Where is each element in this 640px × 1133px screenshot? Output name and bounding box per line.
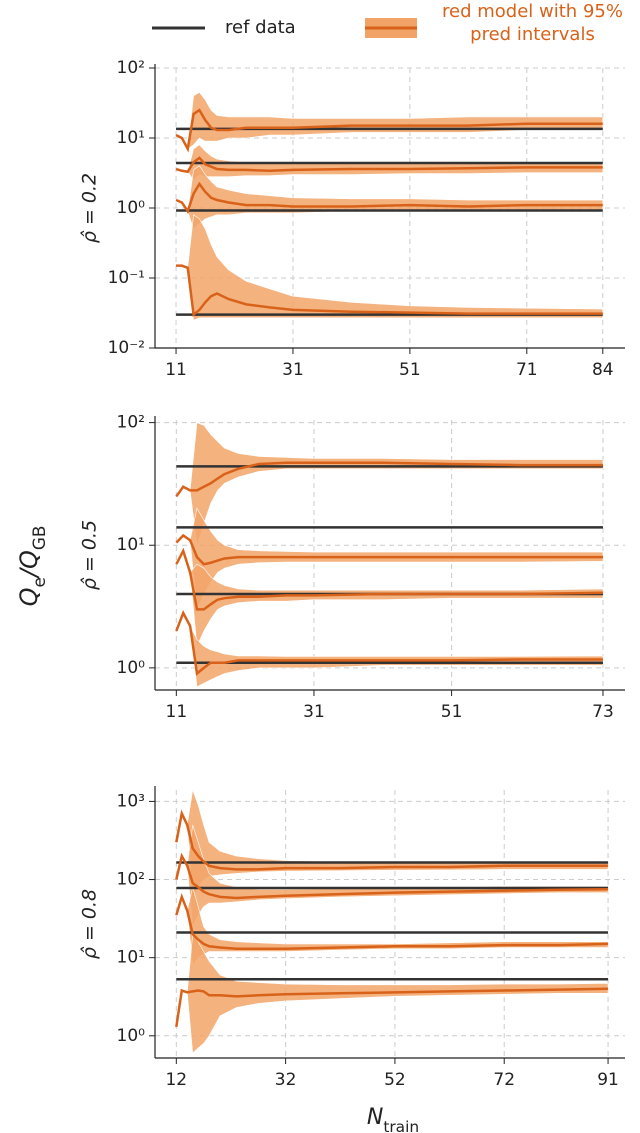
subplot-y-label: ρ̂ = 0.5: [79, 520, 101, 590]
model-line: [176, 264, 603, 317]
prediction-band: [176, 550, 604, 648]
subplot-y-label: ρ̂ = 0.8: [79, 889, 101, 959]
x-tick-label: 12: [165, 1070, 187, 1090]
x-tick-label: 91: [597, 1070, 619, 1090]
prediction-band: [176, 214, 604, 321]
label-part: N: [367, 1105, 383, 1130]
label-part: Q: [15, 587, 43, 606]
x-tick-label: 11: [166, 702, 188, 722]
y-tick-label: 10¹: [117, 948, 145, 968]
model-line: [175, 533, 603, 566]
prediction-band: [176, 612, 604, 688]
y-tick-label: 10⁻¹: [108, 268, 145, 288]
prediction-band: [176, 933, 609, 1054]
y-tick-label: 10³: [117, 791, 145, 811]
prediction-band: [176, 789, 609, 898]
legend-model: red model with 95% pred intervals: [442, 1, 623, 45]
model-line: [175, 809, 609, 871]
x-tick-label: 51: [399, 360, 421, 380]
y-tick-label: 10¹: [117, 535, 145, 555]
y-tick-label: 10²: [117, 870, 145, 890]
prediction-band: [175, 91, 604, 150]
subplot-y-label: ρ̂ = 0.2: [79, 173, 101, 243]
x-tick-label: 31: [303, 702, 325, 722]
model-line: [175, 181, 603, 215]
x-axis-label: Ntrain: [367, 1105, 419, 1133]
y-tick-label: 10²: [117, 58, 145, 78]
label-part: e: [29, 577, 49, 587]
y-tick-label: 10¹: [117, 128, 145, 148]
label-part: /Q: [15, 550, 43, 579]
x-tick-label: 32: [275, 1070, 297, 1090]
y-tick-label: 10²: [117, 413, 145, 433]
label-part: GB: [29, 526, 49, 551]
x-tick-label: 11: [165, 360, 187, 380]
prediction-band: [176, 824, 609, 928]
shared-y-label: Qe/QGB: [15, 526, 49, 607]
legend-ref-label: ref data: [225, 17, 296, 38]
model-line: [175, 156, 603, 174]
model-line: [175, 893, 609, 951]
x-tick-label: 31: [282, 360, 304, 380]
label-part: train: [383, 1118, 419, 1133]
model-line: [175, 461, 603, 498]
x-tick-label: 51: [441, 702, 463, 722]
y-tick-label: 10⁻²: [108, 338, 145, 358]
model-line: [175, 547, 603, 611]
x-tick-label: 72: [493, 1070, 515, 1090]
x-tick-label: 73: [592, 702, 614, 722]
y-tick-label: 10⁰: [117, 658, 146, 678]
legend-model-label: red model with 95% pred intervals: [442, 1, 623, 45]
model-line: [175, 987, 609, 1028]
x-tick-label: 84: [592, 360, 614, 380]
y-tick-label: 10⁰: [117, 1026, 146, 1046]
x-tick-label: 52: [384, 1070, 406, 1090]
y-tick-label: 10⁰: [117, 198, 146, 218]
x-tick-label: 71: [516, 360, 538, 380]
model-line: [175, 108, 603, 153]
model-line: [175, 852, 609, 900]
model-line: [175, 610, 603, 676]
